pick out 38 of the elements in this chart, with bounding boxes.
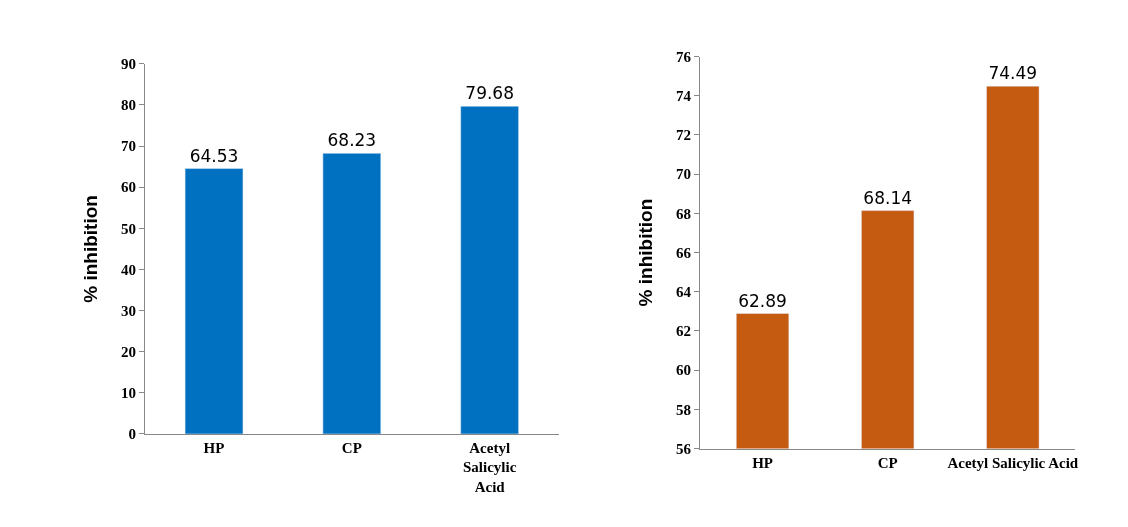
y-tick-label: 56 xyxy=(676,440,692,457)
y-tick-label: 70 xyxy=(676,166,691,183)
data-label: 68.23 xyxy=(327,130,377,151)
y-tick-label: 10 xyxy=(121,385,137,402)
x-tick-label: Acetyl Salicylic Acid xyxy=(947,454,1079,471)
data-label: 64.53 xyxy=(189,145,239,166)
y-tick-label: 60 xyxy=(676,362,691,379)
y-tick-label: 64 xyxy=(676,283,692,300)
y-tick-label: 72 xyxy=(676,127,691,144)
y-axis-title: % inhibition xyxy=(634,198,656,307)
y-tick-label: 76 xyxy=(676,48,692,65)
x-tick-label: CP xyxy=(877,454,898,471)
y-tick-label: 70 xyxy=(121,138,137,155)
y-axis-title: % inhibition xyxy=(79,195,101,303)
y-tick-label: 40 xyxy=(121,261,137,278)
y-tick-label: 90 xyxy=(121,56,137,73)
data-label: 62.89 xyxy=(738,290,787,311)
bar xyxy=(184,168,244,434)
y-tick-label: 66 xyxy=(676,244,692,261)
x-tick-label: HP xyxy=(203,439,225,456)
y-tick-label: 68 xyxy=(676,205,691,222)
x-tick-label: CP xyxy=(341,439,362,456)
y-tick-label: 60 xyxy=(121,179,137,196)
y-tick-label: 30 xyxy=(121,302,137,319)
y-tick-label: 20 xyxy=(121,343,137,360)
data-label: 74.49 xyxy=(988,63,1038,84)
x-tick-label: Acetyl Salicylic Acid xyxy=(462,439,517,495)
bar xyxy=(322,153,382,434)
y-tick-label: 62 xyxy=(676,323,691,340)
data-label: 68.14 xyxy=(863,187,913,208)
y-tick-label: 58 xyxy=(676,401,691,418)
bar xyxy=(460,106,519,434)
data-label: 79.68 xyxy=(465,83,514,104)
y-tick-label: 74 xyxy=(676,87,692,104)
y-tick-label: 50 xyxy=(121,220,137,237)
x-tick-label: HP xyxy=(752,454,773,471)
y-tick-label: 0 xyxy=(128,426,137,443)
y-tick-label: 80 xyxy=(121,97,137,114)
